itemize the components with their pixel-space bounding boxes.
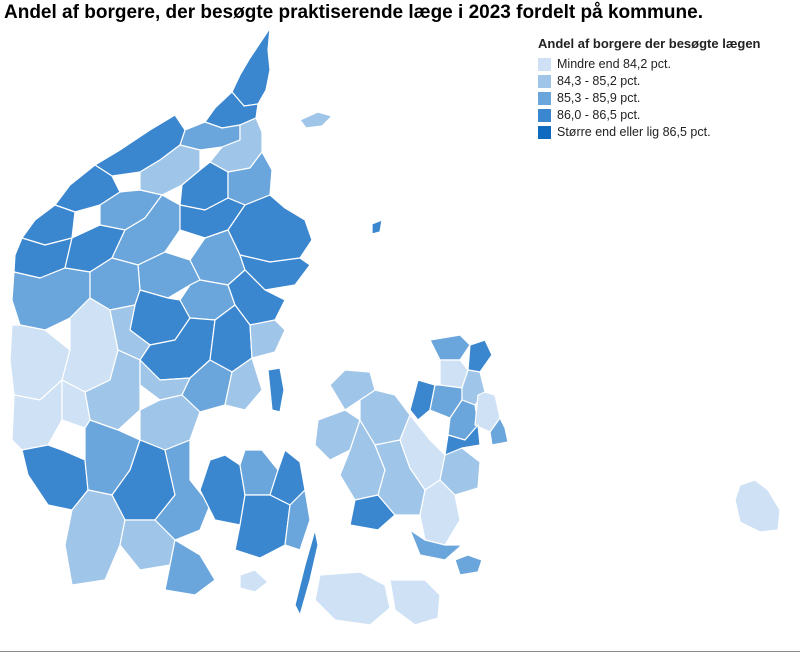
legend-label: Større end eller lig 86,5 pct. [557,125,711,139]
municipality-region[interactable] [454,554,483,576]
municipality-region[interactable] [314,571,391,626]
municipality-region[interactable] [444,424,481,456]
legend-title: Andel af borgere der besøgte lægen [538,36,761,51]
municipality-region[interactable] [11,379,63,451]
legend-item: Større end eller lig 86,5 pct. [538,124,788,140]
legend-item: Mindre end 84,2 pct. [538,56,788,72]
municipality-region[interactable] [489,417,509,446]
municipality-region[interactable] [54,164,121,213]
municipality-region[interactable] [329,369,376,411]
municipality-region[interactable] [734,479,781,533]
municipality-region[interactable] [294,529,319,616]
municipality-region[interactable] [249,319,286,359]
bottom-divider [0,651,800,652]
municipality-region[interactable] [429,334,471,361]
municipality-region[interactable] [299,111,333,129]
municipality-region[interactable] [389,579,441,626]
legend-item: 84,3 - 85,2 pct. [538,73,788,89]
legend-swatch [538,74,551,88]
map-title: Andel af borgere, der besøgte praktisere… [4,2,703,23]
municipality-region[interactable] [239,569,269,593]
municipality-region[interactable] [139,394,201,451]
municipality-region[interactable] [409,529,463,561]
municipality-region[interactable] [409,379,436,421]
municipality-region[interactable] [224,357,263,411]
municipality-region[interactable] [231,27,271,107]
legend-label: 85,3 - 85,9 pct. [557,91,641,105]
municipality-region[interactable] [467,339,493,373]
municipality-region[interactable] [234,494,291,559]
legend-item: 85,3 - 85,9 pct. [538,90,788,106]
municipality-region[interactable] [21,444,89,511]
legend-swatch [538,125,551,139]
legend-label: Mindre end 84,2 pct. [557,57,671,71]
municipality-region[interactable] [94,114,186,177]
municipality-region[interactable] [349,494,396,531]
municipality-region[interactable] [284,489,311,551]
legend-swatch [538,108,551,122]
legend-items: Mindre end 84,2 pct. 84,3 - 85,2 pct. 85… [538,56,788,140]
municipality-region[interactable] [267,367,285,413]
legend-swatch [538,91,551,105]
legend-label: 86,0 - 86,5 pct. [557,108,641,122]
municipality-region[interactable] [164,539,216,596]
municipality-region[interactable] [371,219,383,235]
legend-item: 86,0 - 86,5 pct. [538,107,788,123]
legend-label: 84,3 - 85,2 pct. [557,74,641,88]
legend-swatch [538,57,551,71]
legend: Andel af borgere der besøgte lægen Mindr… [538,36,788,141]
